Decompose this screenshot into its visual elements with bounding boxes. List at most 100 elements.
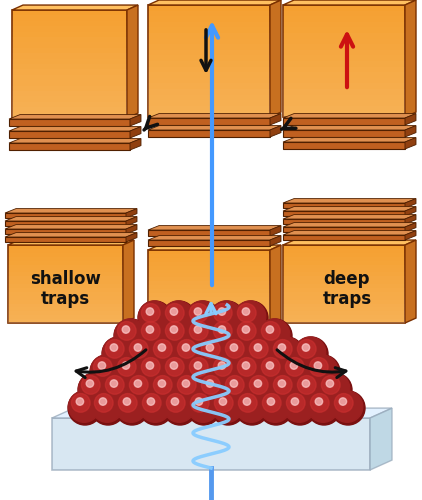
Bar: [283, 315, 405, 319]
Circle shape: [162, 355, 196, 389]
Bar: [283, 308, 405, 312]
Circle shape: [225, 340, 244, 358]
Bar: [148, 112, 270, 117]
Bar: [283, 89, 405, 94]
Bar: [5, 229, 126, 234]
Bar: [148, 106, 270, 112]
Polygon shape: [405, 214, 416, 224]
Bar: [148, 278, 270, 281]
Circle shape: [282, 355, 316, 389]
Circle shape: [261, 322, 280, 340]
Circle shape: [222, 373, 256, 407]
Circle shape: [238, 358, 256, 376]
Circle shape: [273, 340, 292, 358]
Bar: [283, 245, 405, 249]
Circle shape: [319, 373, 350, 404]
Circle shape: [235, 391, 267, 422]
Bar: [148, 300, 270, 304]
Bar: [283, 118, 405, 125]
Bar: [283, 253, 405, 256]
Bar: [148, 94, 270, 100]
Bar: [283, 312, 405, 315]
Circle shape: [114, 319, 148, 353]
Circle shape: [211, 391, 243, 422]
Circle shape: [194, 326, 202, 334]
Circle shape: [230, 344, 238, 352]
Bar: [148, 16, 270, 22]
Circle shape: [214, 322, 232, 340]
Circle shape: [150, 337, 184, 371]
Circle shape: [218, 326, 226, 334]
Circle shape: [261, 358, 280, 376]
Bar: [148, 324, 270, 328]
Circle shape: [138, 319, 172, 353]
Circle shape: [262, 394, 281, 412]
Circle shape: [146, 326, 154, 334]
Bar: [283, 272, 405, 276]
Bar: [148, 72, 270, 78]
Bar: [148, 44, 270, 50]
Circle shape: [92, 391, 123, 422]
Circle shape: [198, 373, 232, 407]
Polygon shape: [5, 208, 137, 213]
Bar: [283, 203, 405, 208]
Bar: [12, 21, 127, 26]
Polygon shape: [270, 245, 281, 328]
Circle shape: [166, 394, 185, 412]
Bar: [148, 22, 270, 28]
Bar: [148, 274, 270, 278]
Circle shape: [214, 304, 232, 322]
Bar: [148, 56, 270, 61]
Bar: [283, 16, 405, 22]
Bar: [283, 84, 405, 89]
Circle shape: [271, 337, 302, 368]
Circle shape: [106, 376, 124, 394]
Circle shape: [222, 337, 256, 371]
Bar: [283, 44, 405, 50]
Circle shape: [187, 391, 219, 422]
Bar: [283, 245, 405, 323]
Bar: [12, 53, 127, 59]
Polygon shape: [9, 138, 141, 143]
Bar: [283, 142, 405, 149]
Bar: [8, 292, 123, 296]
Circle shape: [189, 322, 208, 340]
Circle shape: [93, 358, 112, 376]
Circle shape: [331, 391, 365, 425]
Circle shape: [308, 391, 339, 422]
Bar: [148, 66, 270, 72]
Text: shallow
traps: shallow traps: [30, 270, 101, 308]
Circle shape: [206, 344, 214, 352]
Circle shape: [211, 355, 242, 386]
Bar: [12, 107, 127, 112]
Bar: [283, 10, 405, 16]
Polygon shape: [9, 114, 141, 119]
Circle shape: [214, 358, 232, 376]
Circle shape: [170, 326, 178, 334]
Polygon shape: [405, 126, 416, 137]
Bar: [148, 118, 270, 125]
Circle shape: [103, 337, 134, 368]
Bar: [283, 227, 405, 232]
Bar: [8, 308, 123, 312]
Bar: [283, 33, 405, 38]
Circle shape: [175, 337, 206, 368]
Circle shape: [174, 337, 208, 371]
Bar: [283, 292, 405, 296]
Circle shape: [259, 391, 293, 425]
Circle shape: [134, 344, 142, 352]
Bar: [148, 250, 270, 254]
Circle shape: [177, 376, 196, 394]
Circle shape: [285, 358, 304, 376]
Circle shape: [210, 319, 244, 353]
Polygon shape: [12, 5, 138, 10]
Bar: [148, 5, 270, 117]
Bar: [283, 268, 405, 272]
Circle shape: [122, 362, 130, 370]
Polygon shape: [405, 230, 416, 240]
Polygon shape: [405, 240, 416, 323]
Bar: [8, 284, 123, 288]
Bar: [8, 264, 123, 268]
Circle shape: [189, 358, 208, 376]
Polygon shape: [9, 126, 141, 131]
